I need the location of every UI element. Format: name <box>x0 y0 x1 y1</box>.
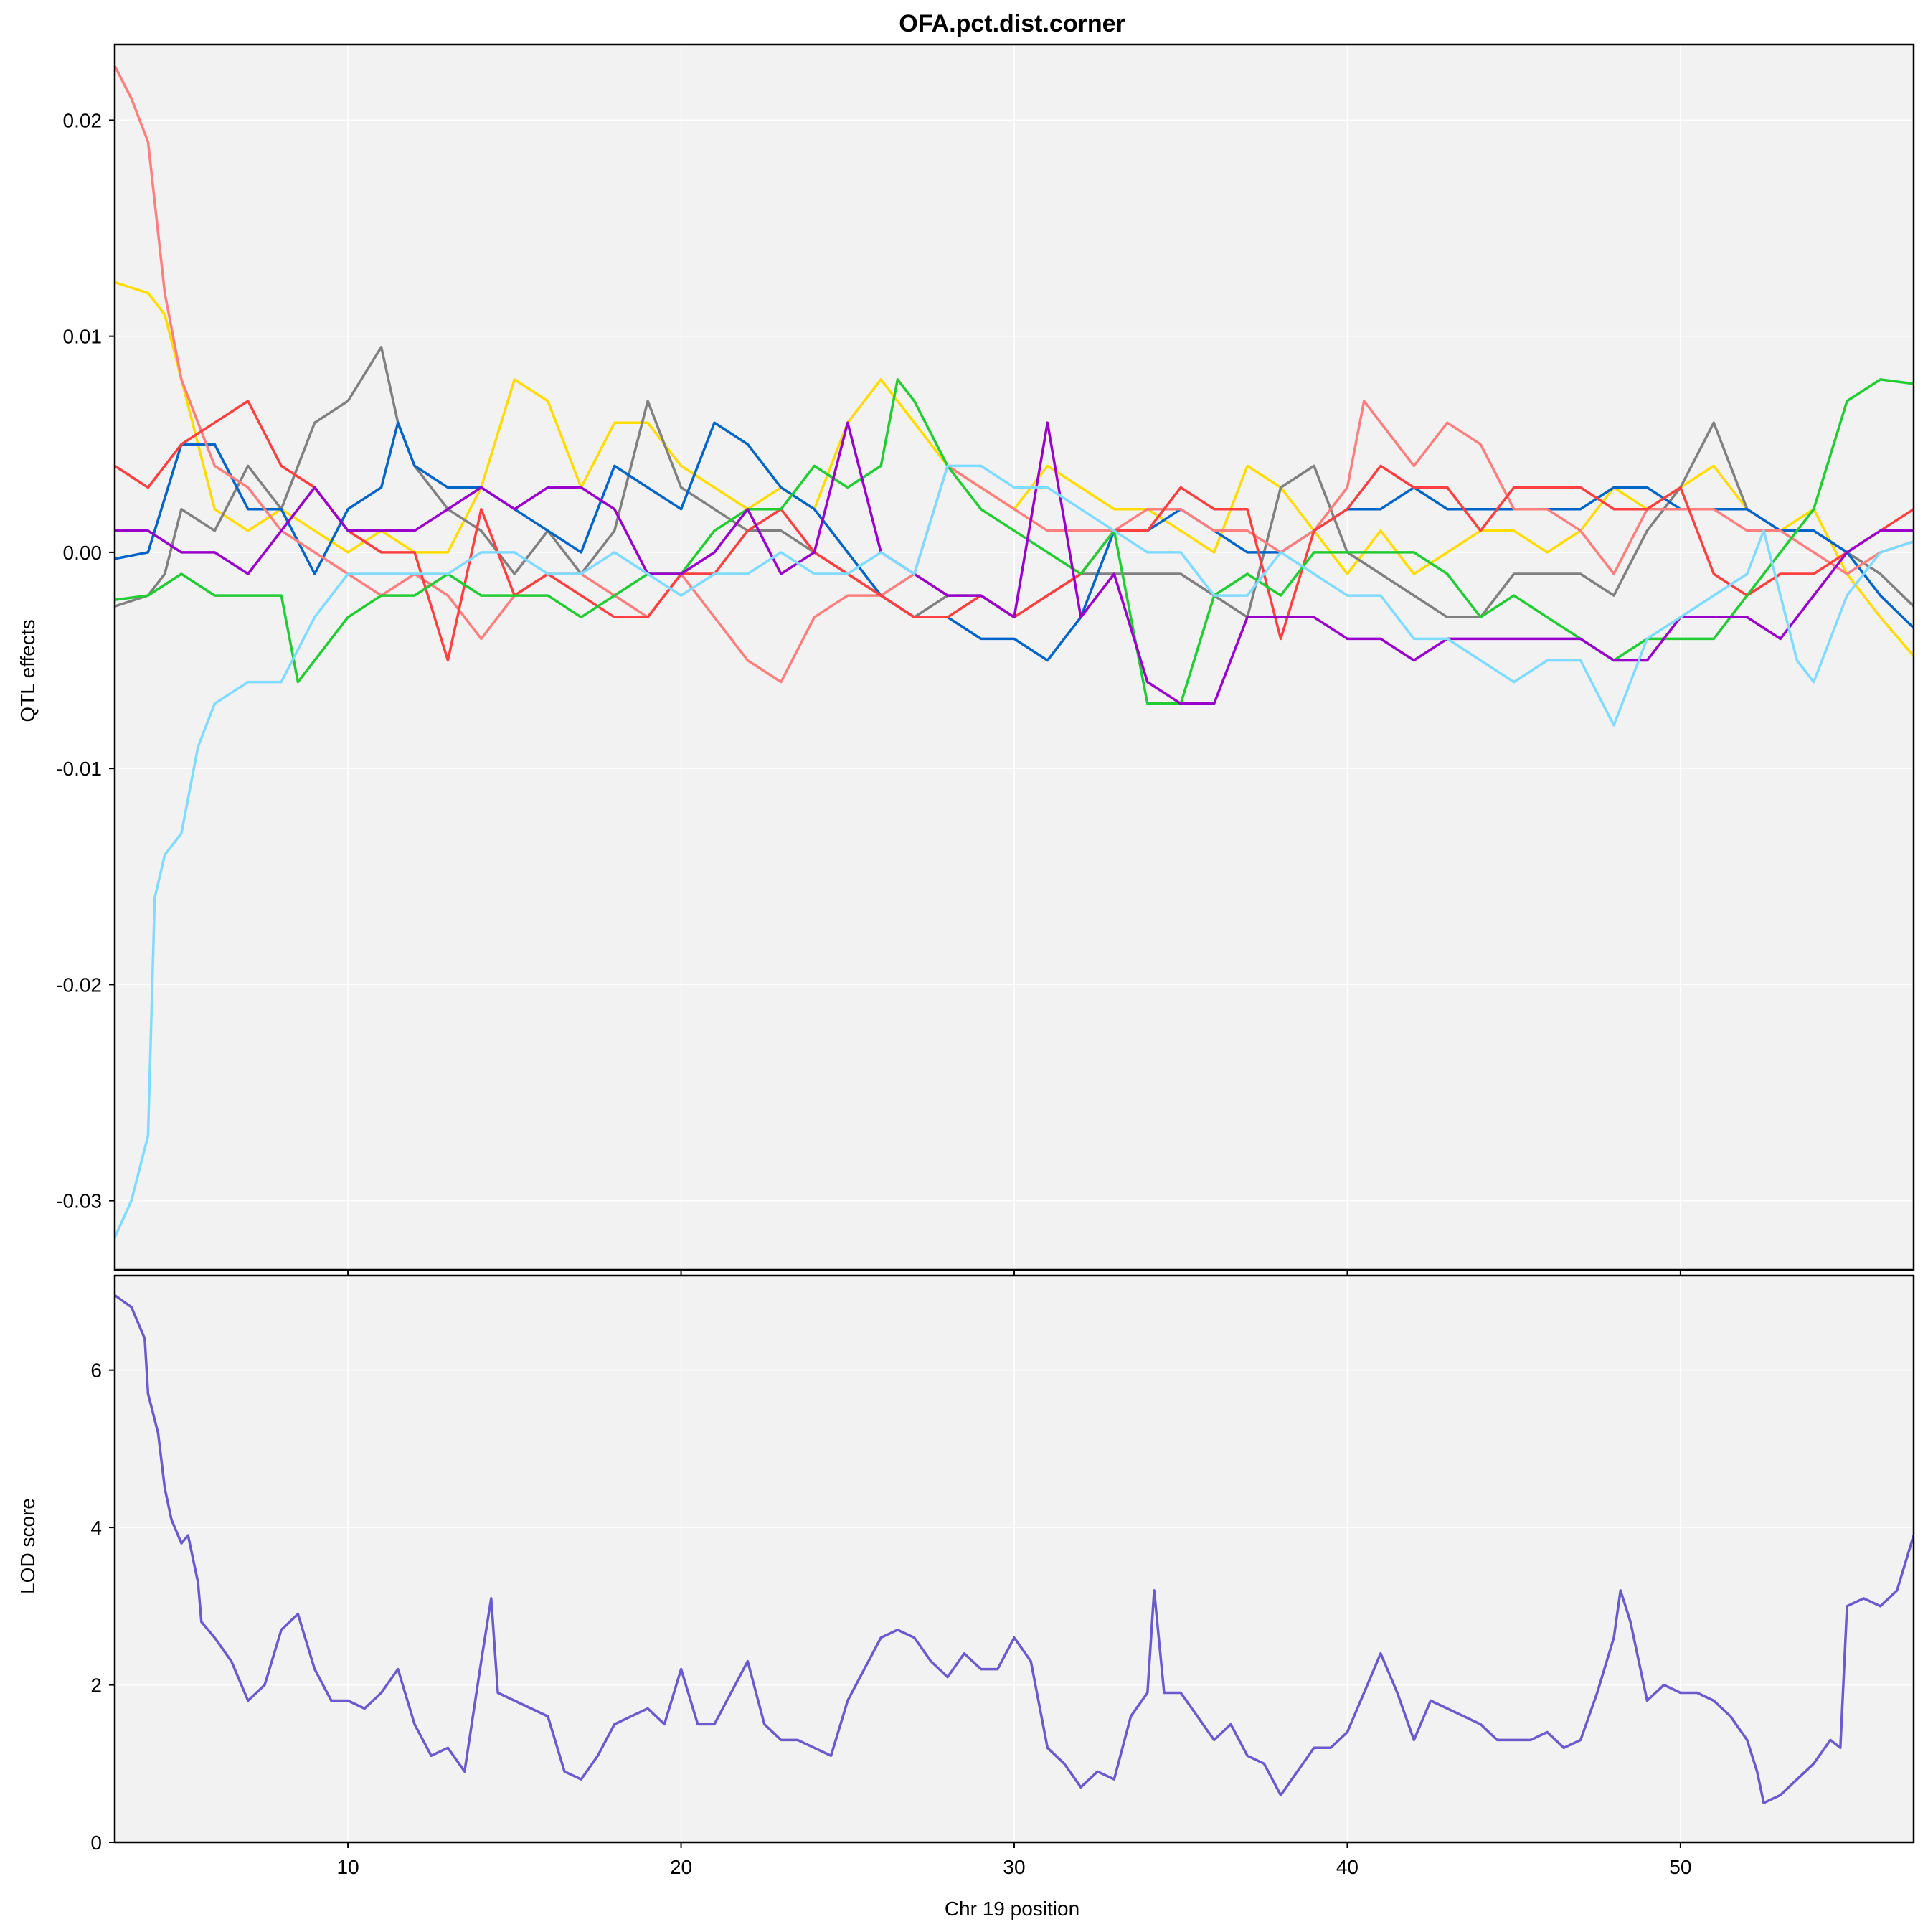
lod-series-group <box>115 1294 1914 1804</box>
lod-series-line <box>115 1294 1914 1804</box>
lod-y-tick-label: 4 <box>90 1517 102 1539</box>
x-axis-label: Chr 19 position <box>945 1898 1079 1920</box>
effect-series-line-7 <box>115 421 1914 705</box>
effects-y-axis-label: QTL effects <box>16 619 39 722</box>
lod-y-tick-label: 0 <box>90 1832 102 1854</box>
effect-series-line-4 <box>115 65 1914 684</box>
x-tick-label: 10 <box>337 1856 359 1878</box>
effect-series-line-3 <box>115 421 1914 662</box>
effects-y-tick-label: -0.02 <box>56 974 102 996</box>
effects-y-tick-label: -0.03 <box>56 1190 102 1212</box>
effects-series-group <box>115 65 1914 1238</box>
lod-y-tick-label: 6 <box>90 1360 102 1382</box>
lod-y-tick-label: 2 <box>90 1674 102 1697</box>
x-tick-label: 30 <box>1003 1856 1025 1878</box>
effects-y-tick-label: 0.02 <box>63 109 103 131</box>
effects-panel: -0.03 -0.02 -0.01 0.00 0.01 0.02 <box>56 43 1915 1276</box>
x-tick-label: 50 <box>1669 1856 1691 1878</box>
effects-y-tick-label: 0.00 <box>63 542 103 564</box>
x-tick-label: 40 <box>1336 1856 1358 1878</box>
lod-panel: 0 2 4 6 10 20 30 40 50 <box>90 1274 1915 1878</box>
x-tick-label: 20 <box>670 1856 692 1878</box>
effects-y-tick-label: 0.01 <box>63 326 103 348</box>
lod-y-axis-label: LOD score <box>16 1498 39 1594</box>
chart-title: OFA.pct.dist.corner <box>899 10 1125 37</box>
effect-series-line-8 <box>115 464 1914 1238</box>
effects-y-tick-label: -0.01 <box>56 758 102 780</box>
